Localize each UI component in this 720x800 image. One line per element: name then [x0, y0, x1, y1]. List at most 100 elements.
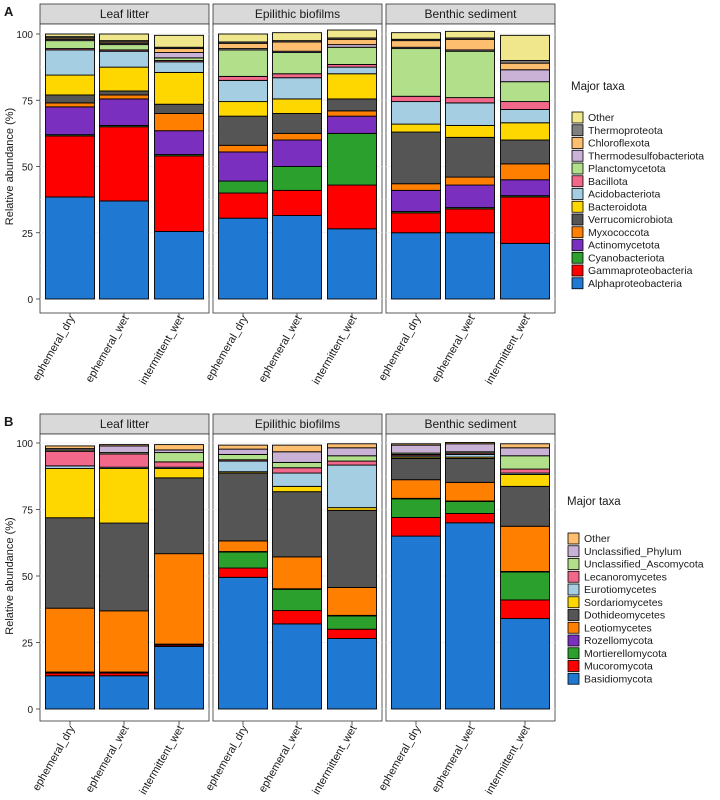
bar-segment-other: [45, 445, 95, 450]
bar-segment-mortierellomycota: [445, 501, 495, 514]
legend-swatch: [571, 200, 584, 213]
bar-segment-bacteroidota: [99, 66, 149, 92]
legend-swatch: [567, 647, 580, 660]
bar-segment-acidobacteriota: [500, 109, 550, 124]
y-tick-label: 50: [22, 163, 34, 174]
bar-segment-actinomycetota: [99, 98, 149, 126]
facet-leaf-litter: Leaf litter ephemeral_dry ephemeral_wet int…: [31, 3, 210, 387]
bar-segment-basidiomycota: [45, 675, 95, 710]
bar-segment-mortierellomycota: [272, 588, 322, 612]
panel-label: B: [4, 414, 13, 429]
bar-segment-other: [154, 34, 204, 48]
x-tick-label: ephemeral_dry: [204, 723, 251, 793]
legend-title: Major taxa: [567, 496, 621, 508]
facet-epilithic-biofilms: Epilithic biofilms ephemeral_dry ephemeral…: [204, 413, 383, 797]
x-tick-label: ephemeral_dry: [204, 313, 251, 383]
legend-item-label: Chloroflexota: [588, 138, 650, 150]
bar-segment-verrucomicrobiota: [154, 103, 204, 114]
bar-segment-myxococcota: [218, 144, 268, 153]
bar-segment-bacillota: [391, 95, 441, 103]
x-tick-label: intermittent_wet: [483, 724, 532, 797]
facet-leaf-litter: Leaf litter ephemeral_dry ephemeral_wet int…: [31, 413, 210, 797]
legend-swatch: [571, 264, 584, 277]
bar-segment-myxococcota: [500, 163, 550, 181]
x-tick-label: ephemeral_wet: [430, 724, 478, 795]
legend-swatch: [567, 583, 580, 596]
bar-segment-basidiomycota: [445, 522, 495, 710]
x-tick-label: ephemeral_wet: [84, 724, 132, 795]
bar-segment-verrucomicrobiota: [500, 139, 550, 165]
bar-segment-basidiomycota: [218, 576, 268, 710]
legend: Major taxa OtherThermoproteotaChloroflexo…: [571, 81, 704, 290]
bar-segment-basidiomycota: [327, 638, 377, 710]
bar-segment-thermodesulfobacteriota: [154, 52, 204, 59]
bar-segment-bacteroidota: [500, 122, 550, 141]
legend-swatch: [571, 277, 584, 290]
bar-segment-verrucomicrobiota: [218, 115, 268, 146]
y-tick-label: 75: [22, 506, 34, 517]
legend-swatch: [571, 213, 584, 226]
bar-segment-other: [445, 30, 495, 39]
legend-item-label: Basidiomycota: [584, 673, 652, 685]
bar-segment-dothideomycetes: [99, 522, 149, 612]
bar-segment-gammaproteobacteria: [154, 155, 204, 232]
bar-segment-myxococcota: [45, 102, 95, 108]
bar-segment-cyanobacteriota: [272, 166, 322, 191]
bar-segment-other: [327, 443, 377, 449]
bar-segment-other: [391, 443, 441, 446]
x-tick-label: ephemeral_wet: [257, 724, 305, 795]
facet-strip-label: Leaf litter: [100, 7, 149, 21]
bar-segment-unclassified-phylum: [99, 445, 149, 454]
bar-segment-unclassified-phylum: [272, 451, 322, 463]
bar-segment-basidiomycota: [500, 618, 550, 710]
bar-segment-planctomycetota: [445, 50, 495, 99]
legend-swatch: [571, 188, 584, 200]
bar-segment-acidobacteriota: [218, 79, 268, 103]
bar-segment-acidobacteriota: [154, 61, 204, 73]
x-tick-label: intermittent_wet: [310, 724, 359, 797]
bar-segment-chloroflexota: [445, 38, 495, 51]
bar-segment-planctomycetota: [327, 46, 377, 65]
facet-benthic-sediment: Benthic sediment ephemeral_dry ephemeral_w…: [377, 413, 556, 797]
facet-strip-label: Epilithic biofilms: [255, 7, 340, 21]
bar-segment-leotiomycetes: [327, 586, 377, 616]
bar-segment-alphaproteobacteria: [500, 242, 550, 300]
bar-segment-gammaproteobacteria: [272, 189, 322, 216]
legend-swatch: [571, 175, 584, 188]
bar-segment-dothideomycetes: [45, 517, 95, 609]
legend-item-label: Eurotiomycetes: [584, 584, 656, 596]
legend-item-label: Myxococcota: [588, 227, 649, 239]
x-tick-label: intermittent_wet: [310, 314, 359, 387]
bar-segment-dothideomycetes: [272, 491, 322, 558]
bar-segment-acidobacteriota: [445, 102, 495, 126]
bar-segment-gammaproteobacteria: [327, 184, 377, 230]
legend-swatch: [567, 660, 580, 672]
bar-segment-sordariomycetes: [45, 468, 95, 519]
bar-segment-cyanobacteriota: [218, 180, 268, 194]
bar-segment-gammaproteobacteria: [218, 192, 268, 219]
bar-segment-mucoromycota: [500, 599, 550, 620]
legend-swatch: [571, 137, 584, 149]
y-axis-title: Relative abundance (%): [4, 517, 16, 634]
bar-segment-alphaproteobacteria: [391, 232, 441, 300]
y-tick-label: 50: [22, 572, 34, 583]
bar-segment-chloroflexota: [154, 48, 204, 54]
facet-strip-label: Benthic sediment: [424, 417, 517, 431]
bar-segment-other: [327, 29, 377, 39]
x-tick-label: ephemeral_dry: [31, 723, 78, 793]
y-tick-label: 100: [16, 439, 33, 450]
x-tick-label: ephemeral_wet: [84, 314, 132, 385]
bar-segment-other: [272, 32, 322, 42]
bar-segment-acidobacteriota: [391, 101, 441, 125]
y-tick-label: 25: [22, 639, 34, 650]
bar-segment-eurotiomycetes: [327, 464, 377, 509]
bar-segment-planctomycetota: [45, 40, 95, 50]
legend-swatch: [571, 162, 584, 175]
bar-segment-other: [218, 444, 268, 450]
facet-strip-label: Benthic sediment: [424, 7, 517, 21]
bar-segment-planctomycetota: [500, 81, 550, 103]
legend-item-label: Acidobacteriota: [588, 189, 661, 201]
bar-segment-mucoromycota: [391, 517, 441, 537]
bar-segment-other: [154, 444, 204, 451]
